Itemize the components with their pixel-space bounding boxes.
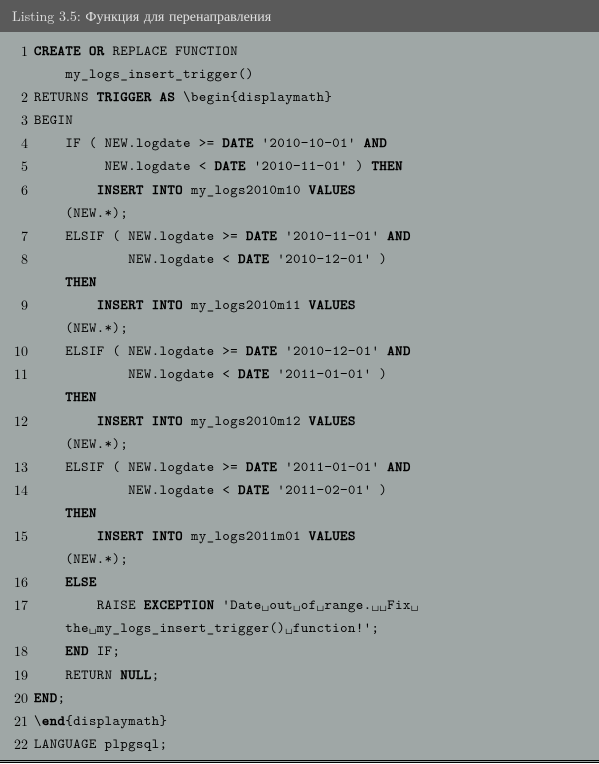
code-text: IF ( NEW.logdate >= DATE '2010−10−01' AN…	[34, 132, 591, 155]
code-text: my_logs_insert_trigger()	[34, 63, 591, 86]
line-number: 2	[0, 86, 34, 109]
code-row: 8 NEW.logdate < DATE '2010−12−01' )	[0, 248, 599, 271]
code-row: my_logs_insert_trigger()	[0, 63, 599, 86]
line-number: 6	[0, 179, 34, 202]
line-number: 5	[0, 155, 34, 178]
code-row: 17 RAISE EXCEPTION 'Date␣out␣of␣range.␣␣…	[0, 594, 599, 617]
listing-header: Listing 3.5: Функция для перенаправления	[0, 0, 599, 32]
code-row: 10 ELSIF ( NEW.logdate >= DATE '2010−12−…	[0, 340, 599, 363]
code-row: (NEW.*);	[0, 317, 599, 340]
line-number: 8	[0, 248, 34, 271]
line-number: 22	[0, 733, 34, 756]
code-row: THEN	[0, 386, 599, 409]
code-text: ELSE	[34, 571, 591, 594]
line-number: 9	[0, 294, 34, 317]
code-text: NEW.logdate < DATE '2011−02−01' )	[34, 479, 591, 502]
code-text: (NEW.*);	[34, 433, 591, 456]
code-text: (NEW.*);	[34, 548, 591, 571]
code-text: RETURNS TRIGGER AS \begin{displaymath}	[34, 86, 591, 109]
line-number: 7	[0, 225, 34, 248]
code-text: THEN	[34, 386, 591, 409]
code-row: 11 NEW.logdate < DATE '2011−01−01' )	[0, 363, 599, 386]
code-row: 18 END IF;	[0, 640, 599, 663]
line-number: 10	[0, 340, 34, 363]
code-text: NEW.logdate < DATE '2011−01−01' )	[34, 363, 591, 386]
code-body: 1CREATE OR REPLACE FUNCTION my_logs_inse…	[0, 32, 599, 763]
code-row: 21\end{displaymath}	[0, 710, 599, 733]
code-row: 7 ELSIF ( NEW.logdate >= DATE '2010−11−0…	[0, 225, 599, 248]
code-row: 5 NEW.logdate < DATE '2010−11−01' ) THEN	[0, 155, 599, 178]
code-row: (NEW.*);	[0, 433, 599, 456]
listing-container: Listing 3.5: Функция для перенаправления…	[0, 0, 599, 763]
code-row: (NEW.*);	[0, 548, 599, 571]
code-row: 1CREATE OR REPLACE FUNCTION	[0, 40, 599, 63]
line-number: 11	[0, 363, 34, 386]
code-text: RETURN NULL;	[34, 664, 591, 687]
code-text: (NEW.*);	[34, 317, 591, 340]
line-number: 1	[0, 40, 34, 63]
code-row: 22LANGUAGE plpgsql;	[0, 733, 599, 756]
code-row: 13 ELSIF ( NEW.logdate >= DATE '2011−01−…	[0, 456, 599, 479]
line-number: 12	[0, 410, 34, 433]
line-number: 16	[0, 571, 34, 594]
line-number: 20	[0, 687, 34, 710]
code-text: BEGIN	[34, 109, 591, 132]
line-number: 13	[0, 456, 34, 479]
code-text: END;	[34, 687, 591, 710]
code-row: 14 NEW.logdate < DATE '2011−02−01' )	[0, 479, 599, 502]
code-row: 2RETURNS TRIGGER AS \begin{displaymath}	[0, 86, 599, 109]
code-text: END IF;	[34, 640, 591, 663]
code-text: \end{displaymath}	[34, 710, 591, 733]
code-text: THEN	[34, 271, 591, 294]
code-row: 19 RETURN NULL;	[0, 664, 599, 687]
code-text: LANGUAGE plpgsql;	[34, 733, 591, 756]
code-text: INSERT INTO my_logs2010m10 VALUES	[34, 179, 591, 202]
code-text: INSERT INTO my_logs2010m12 VALUES	[34, 410, 591, 433]
code-row: 16 ELSE	[0, 571, 599, 594]
code-row: THEN	[0, 271, 599, 294]
code-text: THEN	[34, 502, 591, 525]
code-text: ELSIF ( NEW.logdate >= DATE '2011−01−01'…	[34, 456, 591, 479]
code-text: ELSIF ( NEW.logdate >= DATE '2010−12−01'…	[34, 340, 591, 363]
code-text: NEW.logdate < DATE '2010−11−01' ) THEN	[34, 155, 591, 178]
code-text: ELSIF ( NEW.logdate >= DATE '2010−11−01'…	[34, 225, 591, 248]
code-row: 3BEGIN	[0, 109, 599, 132]
line-number: 21	[0, 710, 34, 733]
code-row: THEN	[0, 502, 599, 525]
line-number: 18	[0, 640, 34, 663]
code-text: INSERT INTO my_logs2010m11 VALUES	[34, 294, 591, 317]
line-number: 17	[0, 594, 34, 617]
code-text: RAISE EXCEPTION 'Date␣out␣of␣range.␣␣Fix…	[34, 594, 591, 617]
code-row: 20END;	[0, 687, 599, 710]
code-row: 15 INSERT INTO my_logs2011m01 VALUES	[0, 525, 599, 548]
code-row: 9 INSERT INTO my_logs2010m11 VALUES	[0, 294, 599, 317]
code-row: 12 INSERT INTO my_logs2010m12 VALUES	[0, 410, 599, 433]
line-number: 15	[0, 525, 34, 548]
code-row: the␣my_logs_insert_trigger()␣function!';	[0, 617, 599, 640]
code-text: (NEW.*);	[34, 202, 591, 225]
line-number: 4	[0, 132, 34, 155]
code-text: NEW.logdate < DATE '2010−12−01' )	[34, 248, 591, 271]
code-row: 4 IF ( NEW.logdate >= DATE '2010−10−01' …	[0, 132, 599, 155]
line-number: 19	[0, 664, 34, 687]
code-row: (NEW.*);	[0, 202, 599, 225]
code-text: CREATE OR REPLACE FUNCTION	[34, 40, 591, 63]
code-text: INSERT INTO my_logs2011m01 VALUES	[34, 525, 591, 548]
code-text: the␣my_logs_insert_trigger()␣function!';	[34, 617, 591, 640]
line-number: 14	[0, 479, 34, 502]
line-number: 3	[0, 109, 34, 132]
code-row: 6 INSERT INTO my_logs2010m10 VALUES	[0, 179, 599, 202]
